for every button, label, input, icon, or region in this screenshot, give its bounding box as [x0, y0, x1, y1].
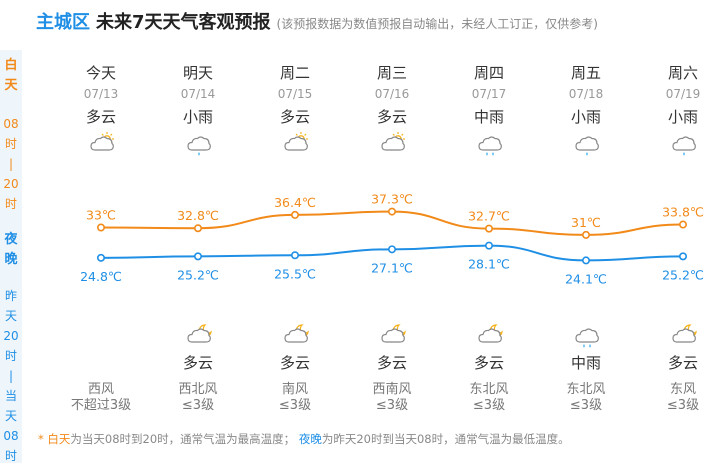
day-column: 明天 07/14 小雨多云西北风 ≤3级: [153, 56, 243, 416]
day-weather: 小雨: [182, 108, 213, 126]
light-rain-icon: [671, 130, 697, 156]
partly-cloudy-icon: [89, 130, 115, 156]
day-weather: 小雨: [667, 108, 698, 126]
wind-direction: 西风: [87, 382, 114, 397]
day-column: 周四 07/17 中雨多云东北风 ≤3级: [444, 56, 534, 416]
night-weather: 多云: [667, 354, 698, 372]
day-name: 周六: [667, 64, 698, 82]
night-weather: 中雨: [570, 354, 601, 372]
wind-level: ≤3级: [375, 398, 409, 413]
partly-cloudy-night-icon: [671, 322, 697, 348]
day-date: 07/16: [374, 87, 410, 101]
night-weather: 多云: [376, 354, 407, 372]
wind-level: ≤3级: [472, 398, 506, 413]
wind-level: ≤3级: [278, 398, 312, 413]
wind-level: ≤3级: [569, 398, 603, 413]
night-weather: 多云: [182, 354, 213, 372]
day-name: 今天: [85, 64, 116, 82]
day-date: 07/19: [665, 87, 701, 101]
night-label: 夜晚: [4, 232, 18, 267]
wind-direction: 东北风: [469, 382, 509, 397]
day-weather: 中雨: [473, 108, 504, 126]
footer-note: * 白天为当天08时到20时，通常气温为最高温度； 夜晚为昨天20时到当天08时…: [38, 431, 570, 447]
day-time-range: 08 时 | 20 时: [3, 117, 19, 211]
night-weather: 多云: [473, 354, 504, 372]
page-title: 未来7天天气客观预报: [96, 12, 271, 33]
partly-cloudy-night-icon: [380, 322, 406, 348]
moderate-rain-icon: [574, 322, 600, 348]
day-date: 07/15: [277, 87, 313, 101]
wind-level: 不超过3级: [70, 398, 132, 413]
wind-direction: 西北风: [178, 382, 218, 397]
footer-night-text: 为昨天20时到当天08时，通常气温为最低温度。: [321, 432, 570, 446]
partly-cloudy-icon: [283, 130, 309, 156]
partly-cloudy-night-icon: [283, 322, 309, 348]
light-rain-icon: [186, 130, 212, 156]
day-date: 07/13: [83, 87, 119, 101]
wind-level: ≤3级: [666, 398, 700, 413]
day-column: 今天 07/13 多云西风 不超过3级: [56, 56, 146, 416]
day-name: 明天: [182, 64, 213, 82]
wind-level: ≤3级: [181, 398, 215, 413]
night-weather: 多云: [279, 354, 310, 372]
day-date: 07/14: [180, 87, 216, 101]
light-rain-icon: [574, 130, 600, 156]
footer-day-word: 白天: [47, 432, 71, 446]
wind-direction: 西南风: [372, 382, 412, 397]
day-column: 周六 07/19 小雨多云东风 ≤3级: [638, 56, 720, 416]
day-weather: 多云: [85, 108, 116, 126]
day-name: 周二: [279, 64, 310, 82]
region-name: 主城区: [36, 12, 90, 33]
footer-star: *: [38, 432, 48, 446]
day-column: 周五 07/18 小雨中雨东北风 ≤3级: [541, 56, 631, 416]
partly-cloudy-night-icon: [477, 322, 503, 348]
day-name: 周三: [376, 64, 407, 82]
wind-direction: 东风: [669, 382, 696, 397]
time-legend-sidebar: 白天 08 时 | 20 时 夜晚 昨天 20 时 | 当 天 08 时: [0, 50, 22, 463]
day-weather: 小雨: [570, 108, 601, 126]
day-date: 07/17: [471, 87, 507, 101]
day-date: 07/18: [568, 87, 604, 101]
day-weather: 多云: [376, 108, 407, 126]
day-weather: 多云: [279, 108, 310, 126]
day-label: 白天: [4, 58, 18, 93]
wind-direction: 东北风: [566, 382, 606, 397]
day-column: 周三 07/16 多云 多云 西南风 ≤3级: [347, 56, 437, 416]
page-header: 主城区 未来7天天气客观预报 (该预报数据为数值预报自动输出，未经人工订正，仅供…: [36, 8, 598, 34]
footer-day-text: 为当天08时到20时，通常气温为最高温度；: [70, 432, 296, 446]
day-name: 周五: [570, 64, 601, 82]
day-column: 周二 07/15 多云 多云 南风 ≤3级: [250, 56, 340, 416]
disclaimer-note: (该预报数据为数值预报自动输出，未经人工订正，仅供参考): [276, 17, 598, 31]
wind-direction: 南风: [281, 382, 308, 397]
footer-night-word: 夜晚: [298, 432, 322, 446]
day-name: 周四: [473, 64, 504, 82]
moderate-rain-icon: [477, 130, 503, 156]
partly-cloudy-icon: [380, 130, 406, 156]
partly-cloudy-night-icon: [186, 322, 212, 348]
night-time-range: 昨天 20 时 | 当 天 08 时: [3, 289, 19, 463]
